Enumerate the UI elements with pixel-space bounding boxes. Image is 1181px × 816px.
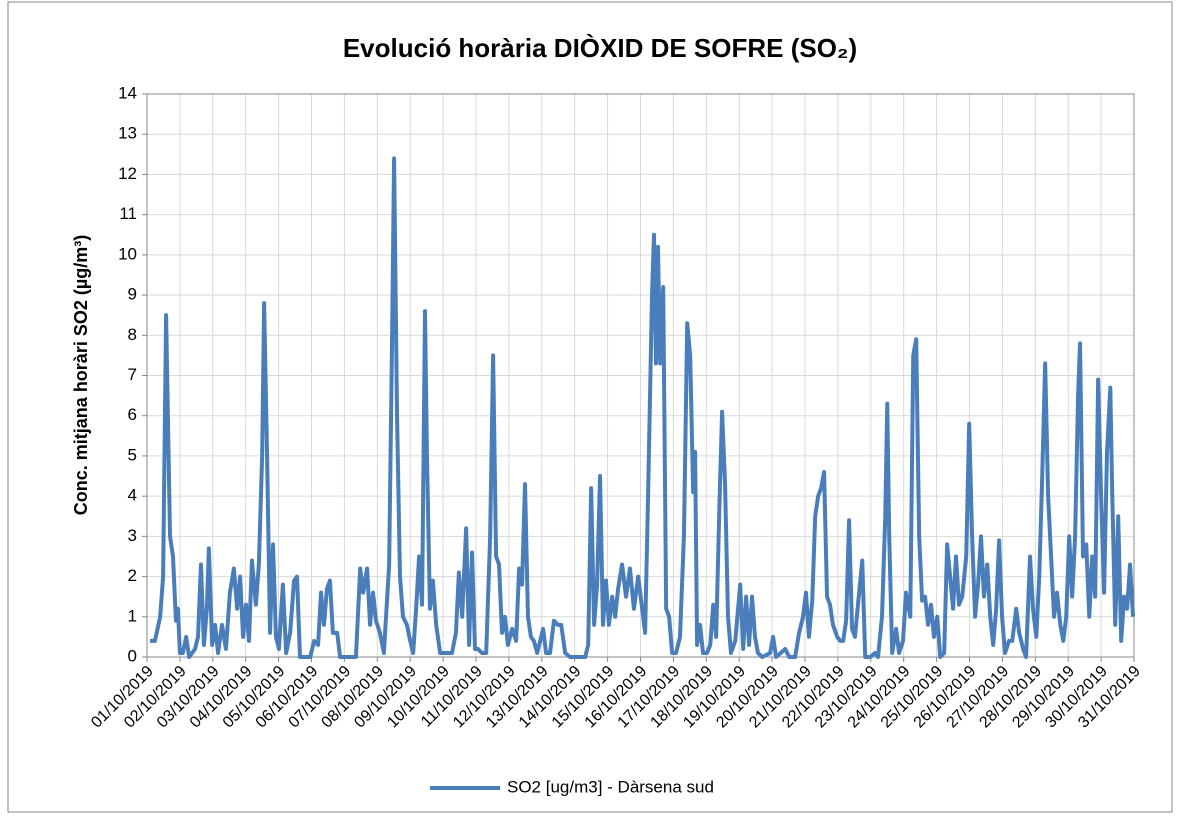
y-tick-label: 0: [128, 646, 137, 665]
plot-frame: [146, 93, 1135, 658]
y-tick-label: 2: [128, 566, 137, 585]
y-tick-label: 12: [118, 164, 137, 183]
y-tick-label: 13: [118, 124, 137, 143]
y-tick-label: 9: [128, 285, 137, 304]
legend-label: SO2 [ug/m3] - Dàrsena sud: [507, 777, 714, 796]
y-axis-label: Conc. mitjana horàri SO2 (µg/m³): [71, 235, 91, 515]
y-tick-label: 14: [118, 83, 137, 102]
y-tick-label: 8: [128, 325, 137, 344]
data-line: [149, 156, 1136, 659]
y-tick-label: 11: [119, 204, 137, 223]
y-tick-label: 4: [128, 486, 137, 505]
y-tick-label: 1: [128, 606, 137, 625]
chart-title: Evolució horària DIÒXID DE SOFRE (SO₂): [343, 33, 857, 63]
y-tick-label: 3: [128, 526, 137, 545]
y-tick-label: 10: [118, 244, 137, 263]
chart-border: [7, 1, 1173, 813]
y-tick-label: 6: [128, 405, 137, 424]
y-tick-label: 7: [128, 365, 137, 384]
y-tick-label: 5: [128, 445, 137, 464]
